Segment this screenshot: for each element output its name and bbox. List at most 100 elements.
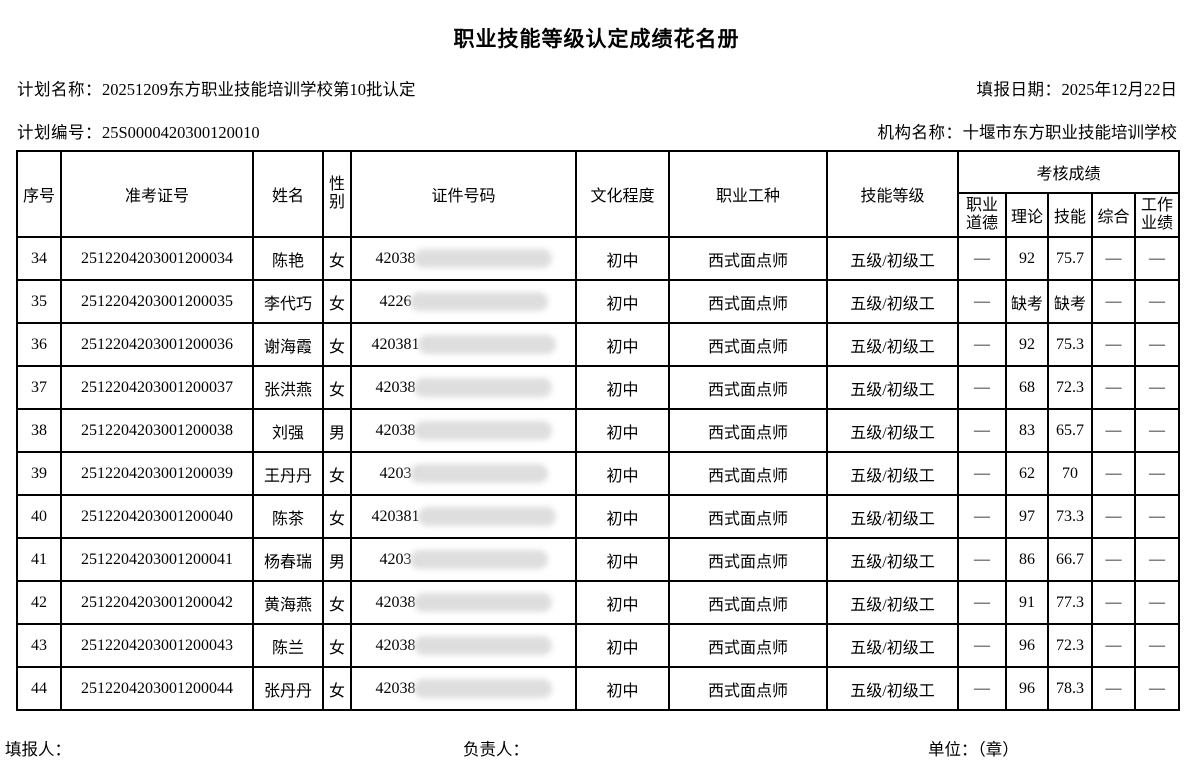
id-number-prefix: 42038 (375, 679, 416, 697)
cell-skill: 78.3 (1047, 666, 1093, 711)
cell-ticket: 2512204203001200043 (60, 623, 254, 668)
cell-education: 初中 (575, 666, 670, 711)
cell-ethics: — (957, 322, 1007, 367)
cell-comprehensive: — (1091, 666, 1136, 711)
cell-id-number: 42038 (350, 623, 577, 668)
cell-id-number: 42038 (350, 236, 577, 281)
table-row: 39 2512204203001200039 王丹丹 女 4203 初中 西式面… (16, 451, 1181, 496)
cell-work: — (1133, 494, 1181, 539)
plan-name: 计划名称：20251209东方职业技能培训学校第10批认定 (17, 76, 416, 100)
cell-work: — (1133, 408, 1181, 453)
table-row: 42 2512204203001200042 黄海燕 女 42038 初中 西式… (16, 580, 1181, 625)
redacted-id-blur (409, 292, 548, 311)
table-row: 38 2512204203001200038 刘强 男 42038 初中 西式面… (16, 408, 1181, 453)
cell-name: 刘强 (252, 408, 324, 453)
cell-id-number: 42038 (350, 666, 577, 711)
cell-seq: 34 (16, 236, 62, 281)
cell-id-number: 4203 (350, 451, 577, 496)
plan-code: 计划编号：25S0000420300120010 (17, 119, 260, 143)
header-comprehensive: 综合 (1091, 192, 1136, 238)
cell-theory: 92 (1005, 322, 1049, 367)
cell-name: 杨春瑞 (252, 537, 324, 582)
cell-ticket: 2512204203001200041 (60, 537, 254, 582)
header-name: 姓名 (252, 150, 324, 238)
header-seq: 序号 (16, 150, 62, 238)
cell-education: 初中 (575, 408, 670, 453)
cell-gender: 女 (322, 365, 352, 410)
redacted-id-blur (413, 378, 552, 397)
cell-seq: 42 (16, 580, 62, 625)
cell-level: 五级/初级工 (826, 537, 959, 582)
report-date: 填报日期：2025年12月22日 (977, 76, 1178, 100)
filler-label: 填报人： (5, 740, 71, 759)
cell-seq: 41 (16, 537, 62, 582)
cell-id-number: 4203 (350, 537, 577, 582)
id-number-prefix: 4203 (379, 550, 412, 568)
cell-id-number: 42038 (350, 408, 577, 453)
cell-occupation: 西式面点师 (668, 623, 828, 668)
cell-level: 五级/初级工 (826, 322, 959, 367)
table-row: 34 2512204203001200034 陈艳 女 42038 初中 西式面… (16, 236, 1181, 281)
cell-ethics: — (957, 408, 1007, 453)
table-row: 41 2512204203001200041 杨春瑞 男 4203 初中 西式面… (16, 537, 1181, 582)
report-date-value: 2025年12月22日 (1061, 80, 1178, 99)
cell-work: — (1133, 623, 1181, 668)
cell-work: — (1133, 537, 1181, 582)
header-occupation: 职业工种 (668, 150, 828, 238)
cell-comprehensive: — (1091, 537, 1136, 582)
table-row: 35 2512204203001200035 李代巧 女 4226 初中 西式面… (16, 279, 1181, 324)
cell-ethics: — (957, 580, 1007, 625)
cell-education: 初中 (575, 623, 670, 668)
meta-row-2: 计划编号：25S0000420300120010 机构名称：十堰市东方职业技能培… (17, 119, 1177, 143)
cell-work: — (1133, 451, 1181, 496)
footer: 填报人： 负责人： 单位：（章） (0, 736, 1193, 760)
table-header: 序号 准考证号 姓名 性 别 证件号码 文化程度 职业工种 技能等级 考核成绩 … (16, 150, 1181, 238)
cell-level: 五级/初级工 (826, 666, 959, 711)
cell-gender: 女 (322, 279, 352, 324)
table-row: 40 2512204203001200040 陈茶 女 420381 初中 西式… (16, 494, 1181, 539)
cell-name: 李代巧 (252, 279, 324, 324)
cell-theory: 缺考 (1005, 279, 1049, 324)
id-number-prefix: 42038 (375, 636, 416, 654)
cell-gender: 女 (322, 494, 352, 539)
cell-skill: 缺考 (1047, 279, 1093, 324)
cell-ticket: 2512204203001200034 (60, 236, 254, 281)
cell-education: 初中 (575, 236, 670, 281)
cell-comprehensive: — (1091, 580, 1136, 625)
cell-gender: 男 (322, 537, 352, 582)
header-ticket: 准考证号 (60, 150, 254, 238)
cell-name: 陈茶 (252, 494, 324, 539)
cell-skill: 72.3 (1047, 365, 1093, 410)
cell-skill: 66.7 (1047, 537, 1093, 582)
cell-skill: 77.3 (1047, 580, 1093, 625)
redacted-id-blur (417, 507, 556, 526)
cell-seq: 37 (16, 365, 62, 410)
cell-ticket: 2512204203001200038 (60, 408, 254, 453)
cell-ethics: — (957, 279, 1007, 324)
redacted-id-blur (413, 636, 552, 655)
header-scores-group: 考核成绩 (956, 150, 1181, 194)
cell-gender: 女 (322, 236, 352, 281)
cell-theory: 96 (1005, 623, 1049, 668)
plan-name-label: 计划名称： (17, 80, 102, 99)
cell-level: 五级/初级工 (826, 580, 959, 625)
unit-label: 单位：（章） (928, 740, 1019, 759)
cell-gender: 女 (322, 623, 352, 668)
manager-label: 负责人： (463, 740, 529, 759)
cell-occupation: 西式面点师 (668, 322, 828, 367)
header-ethics: 职业 道德 (957, 192, 1007, 238)
cell-theory: 83 (1005, 408, 1049, 453)
cell-skill: 72.3 (1047, 623, 1093, 668)
table-row: 37 2512204203001200037 张洪燕 女 42038 初中 西式… (16, 365, 1181, 410)
cell-seq: 43 (16, 623, 62, 668)
plan-name-value: 20251209东方职业技能培训学校第10批认定 (102, 80, 416, 99)
id-number-prefix: 42038 (375, 378, 416, 396)
cell-work: — (1133, 279, 1181, 324)
cell-gender: 男 (322, 408, 352, 453)
cell-occupation: 西式面点师 (668, 408, 828, 453)
cell-comprehensive: — (1091, 623, 1136, 668)
table-row: 36 2512204203001200036 谢海霞 女 420381 初中 西… (16, 322, 1181, 367)
org-name: 机构名称：十堰市东方职业技能培训学校 (878, 119, 1178, 143)
cell-education: 初中 (575, 580, 670, 625)
